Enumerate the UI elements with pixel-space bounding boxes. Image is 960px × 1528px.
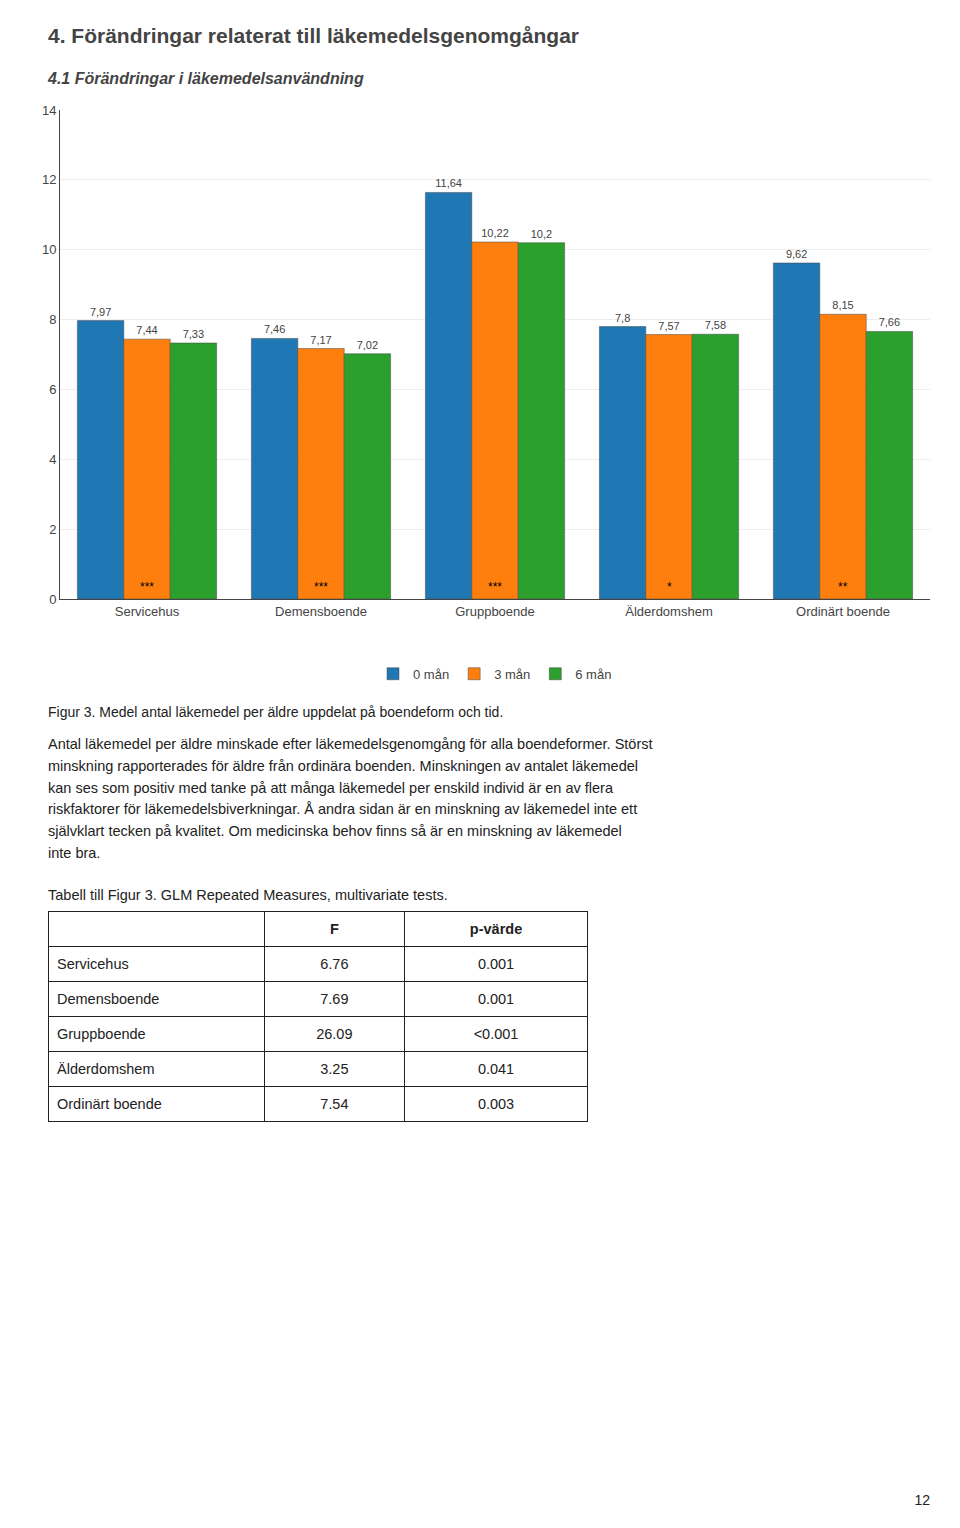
svg-text:Gruppboende: Gruppboende — [455, 604, 535, 619]
html-text:0.001: 0.001 — [477, 955, 515, 972]
svg-text:3 mån: 3 mån — [494, 667, 530, 682]
html-text:26.09: 26.09 — [316, 1025, 353, 1042]
svg-text:7,46: 7,46 — [264, 323, 285, 335]
html-text:0.001: 0.001 — [477, 990, 515, 1007]
html-text:12: 12 — [914, 1492, 930, 1508]
html-text:Tabell till Figur 3. GLM Repea: Tabell till Figur 3. GLM Repeated Measur… — [48, 886, 448, 903]
html-text:3.25: 3.25 — [320, 1060, 349, 1077]
svg-text:10,22: 10,22 — [481, 227, 509, 239]
svg-text:4.1 Förändringar i läkemedelsa: 4.1 Förändringar i läkemedelsanvändning — [47, 70, 364, 87]
svg-text:***: *** — [488, 580, 502, 594]
svg-text:8,15: 8,15 — [832, 299, 853, 311]
svg-text:7,66: 7,66 — [879, 316, 900, 328]
svg-text:***: *** — [314, 580, 328, 594]
svg-text:Älderdomshem: Älderdomshem — [625, 604, 712, 619]
html-text:p-värde: p-värde — [469, 920, 523, 937]
svg-text:7,58: 7,58 — [705, 319, 726, 331]
html-text:Antal läkemedel per äldre mins: Antal läkemedel per äldre minskade efter… — [48, 736, 653, 752]
html-text:F: F — [329, 920, 339, 937]
html-text:6.76: 6.76 — [320, 955, 349, 972]
svg-text:7,17: 7,17 — [310, 334, 331, 346]
svg-text:Servicehus: Servicehus — [115, 604, 180, 619]
svg-text:0 mån: 0 mån — [413, 667, 449, 682]
html-text:riskfaktorer för läkemedelsbiv: riskfaktorer för läkemedelsbiverkningar.… — [48, 801, 638, 818]
html-text:Gruppboende: Gruppboende — [57, 1025, 146, 1042]
svg-text:*: * — [667, 580, 672, 594]
html-text:inte bra.: inte bra. — [48, 844, 101, 861]
html-text:Ordinärt boende: Ordinärt boende — [57, 1095, 162, 1112]
html-text:7.54: 7.54 — [320, 1095, 349, 1112]
html-text:0.041: 0.041 — [477, 1060, 515, 1077]
svg-text:7,33: 7,33 — [183, 328, 204, 340]
svg-text:***: *** — [140, 580, 154, 594]
html-text:Servicehus: Servicehus — [57, 955, 129, 972]
svg-text:7,8: 7,8 — [615, 312, 630, 324]
svg-text:7,02: 7,02 — [357, 339, 378, 351]
svg-text:11,64: 11,64 — [435, 177, 462, 189]
html-text:självklart tecken på kvalitet.: självklart tecken på kvalitet. Om medici… — [48, 823, 622, 839]
html-text:kan ses som positiv med tanke: kan ses som positiv med tanke på att mån… — [48, 779, 613, 796]
svg-text:4. Förändringar relaterat till: 4. Förändringar relaterat till läkemedel… — [48, 24, 579, 47]
html-text:0.003: 0.003 — [477, 1095, 515, 1112]
svg-text:**: ** — [838, 580, 848, 594]
svg-text:10: 10 — [42, 242, 56, 257]
html-text:7.69: 7.69 — [320, 990, 349, 1007]
svg-text:8: 8 — [49, 312, 56, 327]
svg-text:Ordinärt boende: Ordinärt boende — [796, 604, 890, 619]
svg-text:7,97: 7,97 — [90, 306, 111, 318]
svg-text:9,62: 9,62 — [786, 248, 807, 260]
svg-text:14: 14 — [42, 103, 56, 118]
html-text:Älderdomshem: Älderdomshem — [57, 1060, 155, 1077]
html-text:minskning rapporterades för äl: minskning rapporterades för äldre från o… — [48, 757, 638, 774]
svg-text:2: 2 — [49, 522, 56, 537]
svg-text:10,2: 10,2 — [531, 228, 552, 240]
svg-text:6 mån: 6 mån — [575, 667, 611, 682]
html-text:Figur 3. Medel antal läkemedel: Figur 3. Medel antal läkemedel per äldre… — [48, 704, 504, 720]
html-text:<0.001: <0.001 — [473, 1025, 519, 1042]
svg-text:7,44: 7,44 — [136, 324, 157, 336]
svg-text:Demensboende: Demensboende — [275, 604, 367, 619]
svg-text:12: 12 — [42, 172, 56, 187]
html-text:Demensboende: Demensboende — [57, 990, 160, 1007]
svg-text:0: 0 — [49, 592, 56, 607]
svg-text:7,57: 7,57 — [658, 320, 679, 332]
svg-text:4: 4 — [49, 452, 56, 467]
svg-text:6: 6 — [49, 382, 56, 397]
